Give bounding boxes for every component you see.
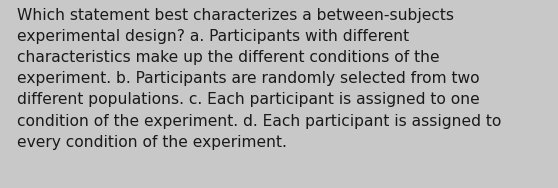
Text: Which statement best characterizes a between-subjects
experimental design? a. Pa: Which statement best characterizes a bet… bbox=[17, 8, 501, 150]
